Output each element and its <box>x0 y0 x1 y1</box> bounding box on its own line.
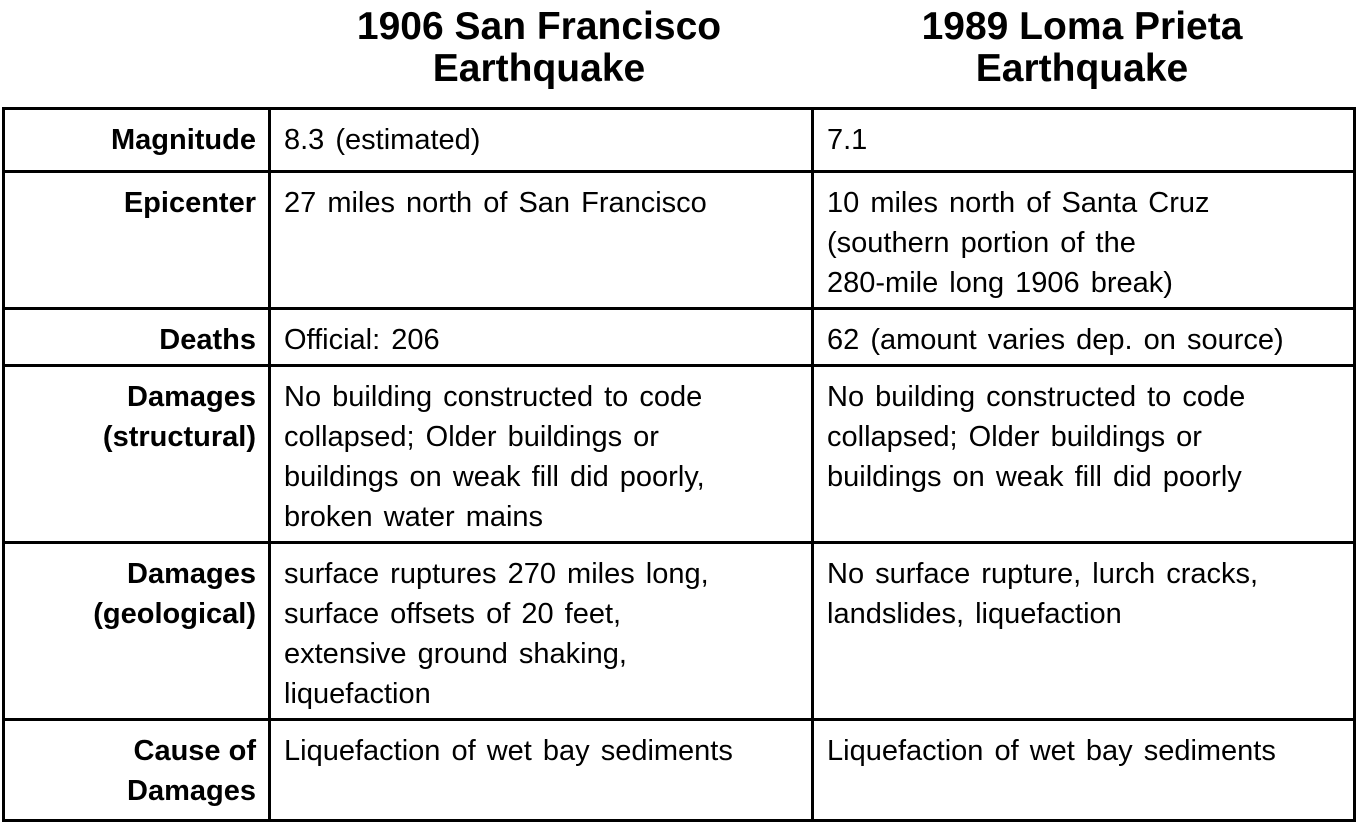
table-row-epicenter: Epicenter 27 miles north of San Francisc… <box>2 170 1356 310</box>
row-label-damages-geological: Damages (geological) <box>2 541 271 721</box>
row-label-epicenter: Epicenter <box>2 170 271 310</box>
cell-1989-cause-of-damages: Liquefaction of wet bay sediments <box>811 718 1356 822</box>
row-label-cause-of-damages: Cause of Damages <box>2 718 271 822</box>
table-row-magnitude: Magnitude 8.3 (estimated) 7.1 <box>2 107 1356 173</box>
cell-1906-damages-structural: No building constructed to code collapse… <box>268 364 814 544</box>
cell-1906-magnitude: 8.3 (estimated) <box>268 107 814 173</box>
table-row-damages-structural: Damages (structural) No building constru… <box>2 364 1356 544</box>
cell-1989-epicenter: 10 miles north of Santa Cruz (southern p… <box>811 170 1356 310</box>
column-header-1906-san-francisco: 1906 San Francisco Earthquake <box>356 5 722 90</box>
cell-1989-damages-geological: No surface rupture, lurch cracks, landsl… <box>811 541 1356 721</box>
table-row-damages-geological: Damages (geological) surface ruptures 27… <box>2 541 1356 721</box>
table-row-deaths: Deaths Official: 206 62 (amount varies d… <box>2 307 1356 367</box>
cell-1906-cause-of-damages: Liquefaction of wet bay sediments <box>268 718 814 822</box>
cell-1989-magnitude: 7.1 <box>811 107 1356 173</box>
cell-1906-epicenter: 27 miles north of San Francisco <box>268 170 814 310</box>
row-label-damages-structural: Damages (structural) <box>2 364 271 544</box>
earthquake-comparison-table: Magnitude 8.3 (estimated) 7.1 Epicenter … <box>2 107 1356 822</box>
column-header-1989-loma-prieta: 1989 Loma Prieta Earthquake <box>921 5 1243 90</box>
cell-1906-deaths: Official: 206 <box>268 307 814 367</box>
cell-1989-deaths: 62 (amount varies dep. on source) <box>811 307 1356 367</box>
row-label-deaths: Deaths <box>2 307 271 367</box>
cell-1906-damages-geological: surface ruptures 270 miles long, surface… <box>268 541 814 721</box>
cell-1989-damages-structural: No building constructed to code collapse… <box>811 364 1356 544</box>
table-row-cause-of-damages: Cause of Damages Liquefaction of wet bay… <box>2 718 1356 822</box>
row-label-magnitude: Magnitude <box>2 107 271 173</box>
